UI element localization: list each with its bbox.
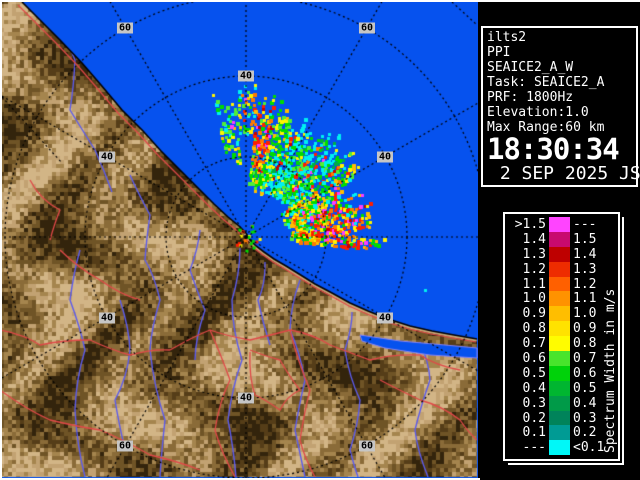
spectrum-width-legend: >1.5 --- 1.4 1.5 1.3 1.4 1.2 1.3 1.1 1.2 1.0 1.1 0.9… (503, 212, 624, 465)
window-border-left (0, 0, 2, 480)
info-line: Task: SEAICE2_A (487, 75, 605, 90)
legend-row: 1.0 1.1 (508, 291, 604, 306)
range-ring-label: 40 (376, 151, 394, 163)
range-ring-label: 40 (237, 70, 255, 82)
info-line: ilts2 (487, 30, 527, 45)
legend-right-label: --- (573, 216, 597, 232)
legend-left-label: 0.7 (522, 336, 546, 352)
legend-row: 0.1 0.2 (508, 425, 604, 440)
legend-left-label: --- (522, 440, 546, 456)
info-line: Max Range:60 km (487, 120, 605, 135)
legend-left-label: 1.4 (522, 231, 546, 247)
legend-left-label: >1.5 (514, 216, 546, 232)
legend-color-swatch (549, 410, 570, 426)
legend-left-label: 1.0 (522, 291, 546, 307)
legend-color-swatch (549, 395, 570, 411)
legend-title: Spectrum Width in m/s (603, 288, 618, 453)
date-readout: 2 SEP 2025 JST (489, 163, 640, 184)
legend-right-label: 0.8 (573, 336, 597, 352)
legend-row: 1.1 1.2 (508, 277, 604, 292)
range-ring-label: 40 (376, 312, 394, 324)
legend-row: 0.7 0.8 (508, 336, 604, 351)
range-ring-label: 60 (116, 22, 134, 34)
clock-readout: 18:30:34 (487, 132, 620, 166)
legend-color-swatch (549, 291, 570, 307)
legend-right-label: 1.0 (573, 306, 597, 322)
legend-row: 1.4 1.5 (508, 232, 604, 247)
info-line: Elevation:1.0 (487, 105, 589, 120)
legend-right-label: 1.4 (573, 246, 597, 262)
legend-color-swatch (549, 246, 570, 262)
legend-color-swatch (549, 365, 570, 381)
legend-left-label: 1.2 (522, 261, 546, 277)
legend-left-label: 0.6 (522, 350, 546, 366)
legend-left-label: 0.2 (522, 410, 546, 426)
legend-left-label: 0.9 (522, 306, 546, 322)
window-border-bottom (0, 478, 480, 480)
legend-row: 0.9 1.0 (508, 306, 604, 321)
range-ring-label: 40 (237, 392, 255, 404)
legend-row: 1.3 1.4 (508, 247, 604, 262)
info-line: PRF: 1800Hz (487, 90, 574, 105)
legend-color-swatch (549, 336, 570, 352)
legend-color-swatch (549, 321, 570, 337)
legend-right-label: 0.2 (573, 425, 597, 441)
info-panel: ilts2 PPI SEAICE2_A_W Task: SEAICE2_A PRF: 1… (481, 26, 640, 187)
legend-row: 0.6 0.7 (508, 351, 604, 366)
legend-color-swatch (549, 306, 570, 322)
range-ring-label: 60 (116, 440, 134, 452)
legend-color-swatch (549, 231, 570, 247)
legend-right-label: 0.7 (573, 350, 597, 366)
legend-left-label: 0.3 (522, 395, 546, 411)
legend-left-label: 1.3 (522, 246, 546, 262)
legend-row: 0.5 0.6 (508, 366, 604, 381)
legend-left-label: 1.1 (522, 276, 546, 292)
range-ring-label: 40 (98, 312, 116, 324)
legend-row: 0.3 0.4 (508, 396, 604, 411)
legend-right-label: 0.3 (573, 410, 597, 426)
legend-color-swatch (549, 440, 570, 456)
legend-right-label: 1.3 (573, 261, 597, 277)
legend-left-label: 0.8 (522, 321, 546, 337)
legend-row: 1.2 1.3 (508, 262, 604, 277)
info-lines: ilts2 PPI SEAICE2_A_W Task: SEAICE2_A PRF: 1… (487, 30, 636, 135)
legend-row: 0.8 0.9 (508, 321, 604, 336)
legend-right-label: <0.1 (573, 440, 605, 456)
legend-color-swatch (549, 261, 570, 277)
legend-right-label: 0.5 (573, 380, 597, 396)
legend-color-swatch (549, 380, 570, 396)
legend-color-swatch (549, 351, 570, 366)
window-border-top (0, 0, 640, 2)
legend-color-swatch (549, 276, 570, 292)
legend-row: --- <0.1 (508, 440, 605, 456)
range-ring-label: 60 (358, 440, 376, 452)
legend-color-swatch (549, 217, 570, 232)
legend-right-label: 1.2 (573, 276, 597, 292)
legend-row: 0.4 0.5 (508, 381, 604, 396)
range-ring-label: 60 (358, 22, 376, 34)
legend-right-label: 1.1 (573, 291, 597, 307)
legend-right-label: 0.4 (573, 395, 597, 411)
range-ring-label: 40 (98, 151, 116, 163)
legend-left-label: 0.4 (522, 380, 546, 396)
legend-right-label: 0.9 (573, 321, 597, 337)
legend-right-label: 0.6 (573, 365, 597, 381)
info-line: PPI (487, 45, 511, 60)
info-line: SEAICE2_A_W (487, 60, 574, 75)
legend-row: 0.2 0.3 (508, 411, 604, 426)
legend-color-swatch (549, 425, 570, 441)
legend-left-label: 0.1 (522, 425, 546, 441)
legend-right-label: 1.5 (573, 231, 597, 247)
legend-row: >1.5 --- (508, 217, 604, 232)
legend-rows: >1.5 --- 1.4 1.5 1.3 1.4 1.2 1.3 1.1 1.2 1.0 1.1 0.9… (508, 217, 605, 456)
legend-left-label: 0.5 (522, 365, 546, 381)
